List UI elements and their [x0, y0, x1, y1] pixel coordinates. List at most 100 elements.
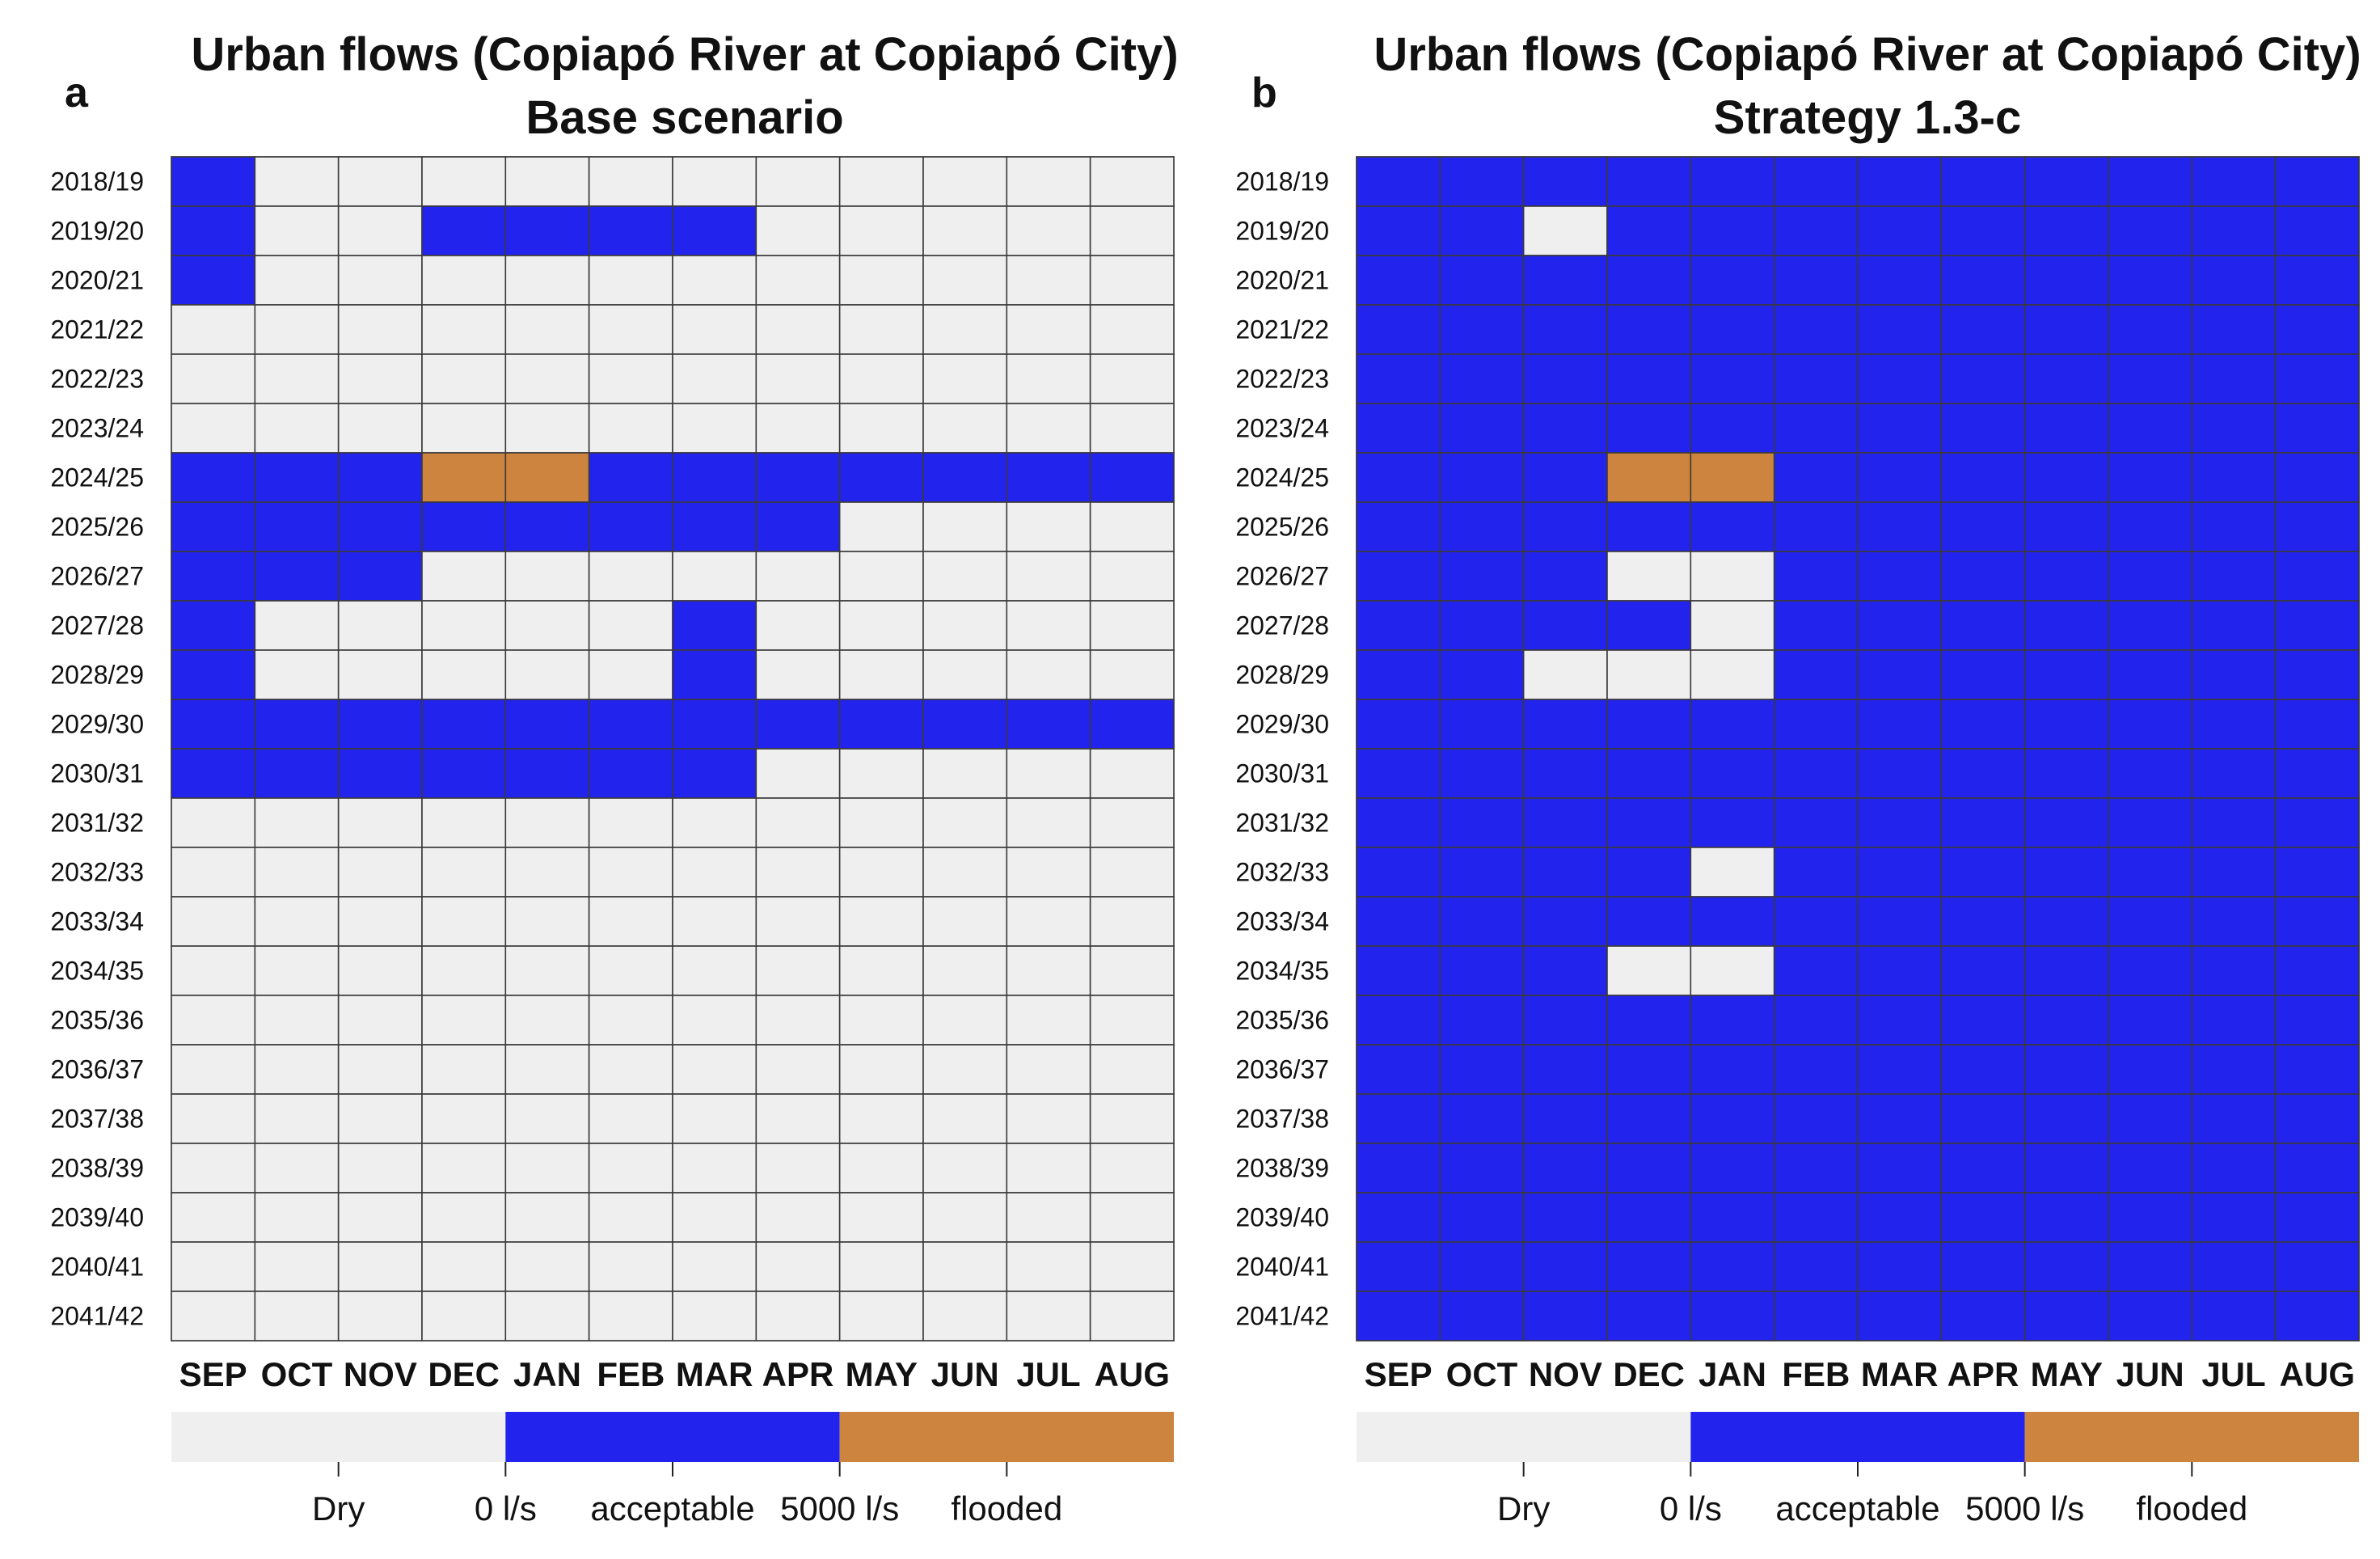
heatmap-cell-2034-35-FEB: [1773, 945, 1859, 996]
heatmap-cell-2038-39-JUN: [2108, 1143, 2193, 1194]
heatmap-cell-2026-27-OCT: [254, 551, 340, 602]
heatmap-cell-2039-40-APR: [755, 1192, 841, 1243]
heatmap-cell-2024-25-JUL: [2191, 452, 2277, 503]
row-label: 2039/40: [50, 1203, 144, 1232]
heatmap-cell-2024-25-OCT: [1439, 452, 1525, 503]
heatmap-cell-2018-19-DEC: [1606, 156, 1692, 207]
heatmap-cell-2032-33-OCT: [254, 847, 340, 898]
heatmap-cell-2040-41-SEP: [171, 1241, 256, 1292]
heatmap-cell-2019-20-OCT: [254, 205, 340, 256]
heatmap-cell-2026-27-FEB: [588, 551, 673, 602]
heatmap-cell-2029-30-DEC: [421, 699, 507, 750]
heatmap-cell-2027-28-JAN: [504, 600, 590, 651]
heatmap-cell-2037-38-JAN: [504, 1093, 590, 1144]
heatmap-cell-2025-26-JAN: [504, 501, 590, 552]
heatmap-cell-2031-32-AUG: [1089, 797, 1175, 848]
heatmap-cell-2018-19-NOV: [337, 156, 423, 207]
heatmap-cell-2023-24-FEB: [588, 403, 673, 454]
heatmap-cell-2020-21-SEP: [1356, 255, 1441, 306]
heatmap-cell-2038-39-JUL: [2191, 1143, 2277, 1194]
heatmap-cell-2022-23-OCT: [1439, 353, 1525, 404]
heatmap-cell-2029-30-OCT: [1439, 699, 1525, 750]
heatmap-cell-2019-20-JAN: [504, 205, 590, 256]
heatmap-cell-2028-29-FEB: [1773, 649, 1859, 700]
heatmap-cell-2025-26-MAY: [838, 501, 924, 552]
heatmap-cell-2030-31-OCT: [1439, 748, 1525, 799]
heatmap-cell-2031-32-DEC: [421, 797, 507, 848]
heatmap-cell-2022-23-JUL: [2191, 353, 2277, 404]
heatmap-cell-2034-35-OCT: [254, 945, 340, 996]
heatmap-cell-2030-31-JAN: [1690, 748, 1775, 799]
heatmap-cell-2030-31-OCT: [254, 748, 340, 799]
heatmap-cell-2023-24-NOV: [1522, 403, 1608, 454]
row-label: 2021/22: [1235, 315, 1329, 344]
heatmap-cell-2018-19-DEC: [421, 156, 507, 207]
heatmap-cell-2041-42-MAR: [672, 1291, 757, 1341]
heatmap-cell-2039-40-JUL: [1006, 1192, 1091, 1243]
heatmap-cell-2037-38-APR: [755, 1093, 841, 1144]
heatmap-cell-2026-27-SEP: [171, 551, 256, 602]
heatmap-cell-2035-36-FEB: [1773, 995, 1859, 1046]
heatmap-cell-2029-30-JAN: [1690, 699, 1775, 750]
heatmap-cell-2022-23-JAN: [1690, 353, 1775, 404]
heatmap-cell-2040-41-MAR: [672, 1241, 757, 1292]
heatmap-cell-2037-38-MAR: [1857, 1093, 1943, 1144]
heatmap-cell-2033-34-JUL: [2191, 896, 2277, 947]
heatmap-cell-2031-32-AUG: [2274, 797, 2360, 848]
heatmap-cell-2033-34-OCT: [1439, 896, 1525, 947]
heatmap-cell-2034-35-JUL: [1006, 945, 1091, 996]
panel-a: a Urban flows (Copiapó River at Copiapó …: [50, 28, 1178, 1527]
heatmap-cell-2024-25-AUG: [2274, 452, 2360, 503]
heatmap-cell-2032-33-APR: [755, 847, 841, 898]
heatmap-cell-2022-23-MAR: [672, 353, 757, 404]
col-label-jun: JUN: [931, 1355, 999, 1393]
heatmap-cell-2022-23-NOV: [337, 353, 423, 404]
heatmap-cell-2020-21-MAY: [838, 255, 924, 306]
heatmap-cell-2026-27-AUG: [2274, 551, 2360, 602]
heatmap-cell-2018-19-JUL: [1006, 156, 1091, 207]
heatmap-cell-2028-29-FEB: [588, 649, 673, 700]
heatmap-cell-2030-31-DEC: [421, 748, 507, 799]
col-label-may: MAY: [2031, 1355, 2103, 1393]
heatmap-cell-2023-24-OCT: [254, 403, 340, 454]
heatmap-cell-2024-25-MAR: [1857, 452, 1943, 503]
heatmap-cell-2023-24-JAN: [504, 403, 590, 454]
heatmap-cell-2041-42-AUG: [1089, 1291, 1175, 1341]
heatmap-cell-2025-26-DEC: [1606, 501, 1692, 552]
heatmap-cell-2020-21-OCT: [254, 255, 340, 306]
heatmap-cell-2033-34-AUG: [1089, 896, 1175, 947]
heatmap-cell-2023-24-JUL: [2191, 403, 2277, 454]
heatmap-cell-2032-33-APR: [1940, 847, 2026, 898]
heatmap-cell-2021-22-APR: [1940, 304, 2026, 355]
row-label: 2018/19: [50, 167, 144, 196]
row-label: 2029/30: [50, 710, 144, 739]
heatmap-cell-2036-37-JUN: [922, 1044, 1008, 1095]
heatmap-cell-2038-39-AUG: [2274, 1143, 2360, 1194]
heatmap-cell-2030-31-JUN: [922, 748, 1008, 799]
panel-b-row-labels: 2018/19 2019/20 2020/21 2021/22 2022/23 2023/…: [1235, 167, 1329, 1331]
heatmap-cell-2039-40-JUL: [2191, 1192, 2277, 1243]
legend-swatch-dry: [1357, 1412, 1691, 1462]
heatmap-cell-2025-26-NOV: [1522, 501, 1608, 552]
heatmap-cell-2037-38-SEP: [171, 1093, 256, 1144]
heatmap-cell-2021-22-MAR: [1857, 304, 1943, 355]
heatmap-cell-2029-30-JUN: [2108, 699, 2193, 750]
row-label: 2025/26: [50, 513, 144, 542]
heatmap-cell-2026-27-MAR: [1857, 551, 1943, 602]
heatmap-cell-2019-20-JUL: [2191, 205, 2277, 256]
heatmap-cell-2025-26-JUL: [1006, 501, 1091, 552]
heatmap-cell-2028-29-JUL: [2191, 649, 2277, 700]
heatmap-cell-2038-39-APR: [755, 1143, 841, 1194]
heatmap-cell-2036-37-APR: [755, 1044, 841, 1095]
heatmap-cell-2018-19-AUG: [2274, 156, 2360, 207]
heatmap-cell-2027-28-JAN: [1690, 600, 1775, 651]
heatmap-cell-2023-24-DEC: [421, 403, 507, 454]
heatmap-cell-2039-40-JAN: [1690, 1192, 1775, 1243]
panel-letter-a: a: [65, 70, 89, 116]
heatmap-cell-2032-33-JAN: [1690, 847, 1775, 898]
heatmap-cell-2040-41-JUN: [2108, 1241, 2193, 1292]
heatmap-cell-2035-36-JUL: [2191, 995, 2277, 1046]
heatmap-cell-2039-40-MAY: [838, 1192, 924, 1243]
col-label-dec: DEC: [428, 1355, 500, 1393]
heatmap-cell-2019-20-DEC: [421, 205, 507, 256]
